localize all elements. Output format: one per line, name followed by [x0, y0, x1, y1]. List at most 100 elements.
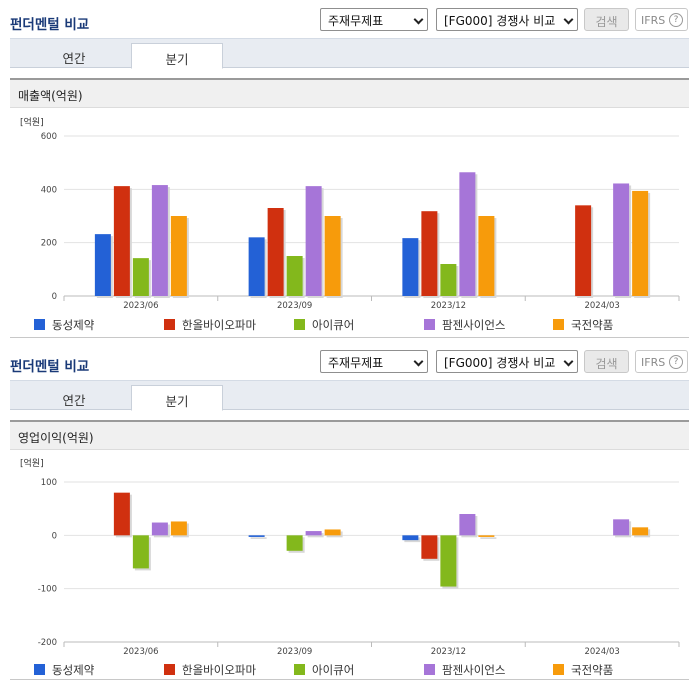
compare-select-value: [FG000] 경쟁사 비교 — [444, 14, 556, 28]
panel-title: 펀더멘털 비교 — [10, 17, 90, 33]
divider — [10, 679, 689, 680]
y-tick-label: 400 — [41, 185, 57, 195]
ifrs-help-button[interactable]: IFRS ? — [635, 8, 688, 31]
unit-label: [억원] — [20, 116, 44, 128]
ifrs-help-button[interactable]: IFRS ? — [635, 350, 688, 373]
compare-select-value: [FG000] 경쟁사 비교 — [444, 356, 556, 370]
compare-select[interactable]: [FG000] 경쟁사 비교 — [436, 8, 578, 31]
bar — [478, 535, 495, 537]
legend-swatch — [553, 664, 564, 675]
y-tick-label: 600 — [41, 132, 57, 142]
bar — [286, 256, 303, 296]
bar — [248, 237, 265, 296]
legend-label: 한올바이오파마 — [182, 318, 256, 332]
legend-swatch — [553, 319, 564, 330]
bar — [170, 216, 187, 296]
bar-shadow — [480, 537, 497, 539]
bar — [132, 258, 149, 296]
tab-quarterly[interactable]: 분기 — [131, 385, 223, 411]
legend-swatch — [34, 319, 45, 330]
x-tick-label: 2023/09 — [277, 647, 312, 657]
bar — [248, 535, 265, 537]
bar — [113, 186, 130, 296]
statement-select[interactable]: 주재무제표 — [320, 350, 428, 373]
panel-title: 펀더멘털 비교 — [10, 359, 90, 375]
ifrs-label: IFRS — [641, 14, 666, 27]
compare-select[interactable]: [FG000] 경쟁사 비교 — [436, 350, 578, 373]
legend-swatch — [34, 664, 45, 675]
help-icon: ? — [669, 13, 683, 27]
bar — [267, 208, 284, 296]
chart-subtitle-bar: 매출액(억원) — [10, 78, 689, 108]
period-tabs: 연간 분기 — [10, 38, 689, 69]
x-tick-label: 2024/03 — [584, 647, 619, 657]
statement-select-value: 주재무제표 — [328, 356, 384, 370]
x-tick-label: 2023/06 — [123, 301, 158, 311]
sales-chart: [억원] 0 200 400 600 2023/06 2023/09 2023/12 2024/… — [0, 108, 696, 338]
legend-label: 국전약품 — [571, 663, 613, 677]
op-income-chart-svg: [억원] -200 -100 0 100 2023/06 2023/09 2023/12 202… — [20, 457, 680, 677]
y-tick-label: 0 — [52, 531, 57, 541]
bar — [151, 185, 168, 296]
tab-annual[interactable]: 연간 — [62, 51, 86, 66]
bar — [151, 522, 168, 536]
legend-label: 아이큐어 — [312, 318, 354, 332]
bar — [632, 527, 649, 536]
unit-label: [억원] — [20, 457, 44, 469]
chart-subtitle: 영업이익(억원) — [18, 431, 94, 445]
search-button[interactable]: 검색 — [584, 350, 629, 373]
legend-label: 팜젠사이언스 — [442, 663, 505, 677]
legend-label: 동성제약 — [52, 663, 95, 677]
bar — [94, 234, 111, 296]
legend-label: 동성제약 — [52, 318, 95, 332]
bar — [402, 535, 419, 541]
bar — [305, 186, 322, 296]
tab-quarterly[interactable]: 분기 — [131, 43, 223, 69]
legend-label: 팜젠사이언스 — [442, 318, 505, 332]
legend-swatch — [164, 664, 175, 675]
chart-subtitle: 매출액(억원) — [18, 89, 83, 103]
help-icon: ? — [669, 355, 683, 369]
chevron-down-icon — [563, 356, 574, 367]
period-tabs: 연간 분기 — [10, 380, 689, 411]
x-tick-label: 2023/12 — [431, 647, 466, 657]
legend-label: 아이큐어 — [312, 663, 354, 677]
bar — [324, 529, 341, 536]
y-tick-label: 100 — [41, 478, 57, 488]
statement-select-value: 주재무제표 — [328, 14, 384, 28]
bar — [440, 535, 457, 587]
y-tick-label: 200 — [41, 239, 57, 249]
bar — [575, 205, 592, 296]
panel-header: 펀더멘털 비교 주재무제표 [FG000] 경쟁사 비교 검색 IFRS ? — [0, 342, 696, 380]
panel-header: 펀더멘털 비교 주재무제표 [FG000] 경쟁사 비교 검색 IFRS ? — [0, 0, 696, 38]
legend-swatch — [424, 664, 435, 675]
search-button[interactable]: 검색 — [584, 8, 629, 31]
fundamental-compare-panel-op-income: 펀더멘털 비교 주재무제표 [FG000] 경쟁사 비교 검색 IFRS ? 연… — [0, 342, 696, 684]
op-income-chart: [억원] -200 -100 0 100 2023/06 2023/09 2023/12 202… — [0, 450, 696, 680]
tab-annual[interactable]: 연간 — [62, 393, 86, 408]
x-tick-label: 2024/03 — [584, 301, 619, 311]
bar — [459, 514, 476, 536]
bar — [613, 519, 630, 536]
legend-swatch — [294, 319, 305, 330]
y-tick-label: -200 — [38, 638, 57, 648]
sales-chart-svg: [억원] 0 200 400 600 2023/06 2023/09 2023/12 2024/… — [20, 116, 680, 332]
bar-shadow — [250, 537, 267, 539]
statement-select[interactable]: 주재무제표 — [320, 8, 428, 31]
divider — [10, 337, 689, 338]
x-tick-label: 2023/06 — [123, 647, 158, 657]
bar — [478, 216, 495, 296]
chart-subtitle-bar: 영업이익(억원) — [10, 420, 689, 450]
chevron-down-icon — [413, 356, 424, 367]
legend-swatch — [164, 319, 175, 330]
bar — [421, 535, 438, 559]
bar — [421, 211, 438, 296]
ifrs-label: IFRS — [641, 356, 666, 369]
legend-label: 한올바이오파마 — [182, 663, 256, 677]
bar — [286, 535, 303, 551]
x-tick-label: 2023/12 — [431, 301, 466, 311]
bar — [632, 190, 649, 296]
y-tick-label: 0 — [52, 292, 57, 302]
bar — [324, 216, 341, 296]
y-tick-label: -100 — [38, 585, 57, 595]
